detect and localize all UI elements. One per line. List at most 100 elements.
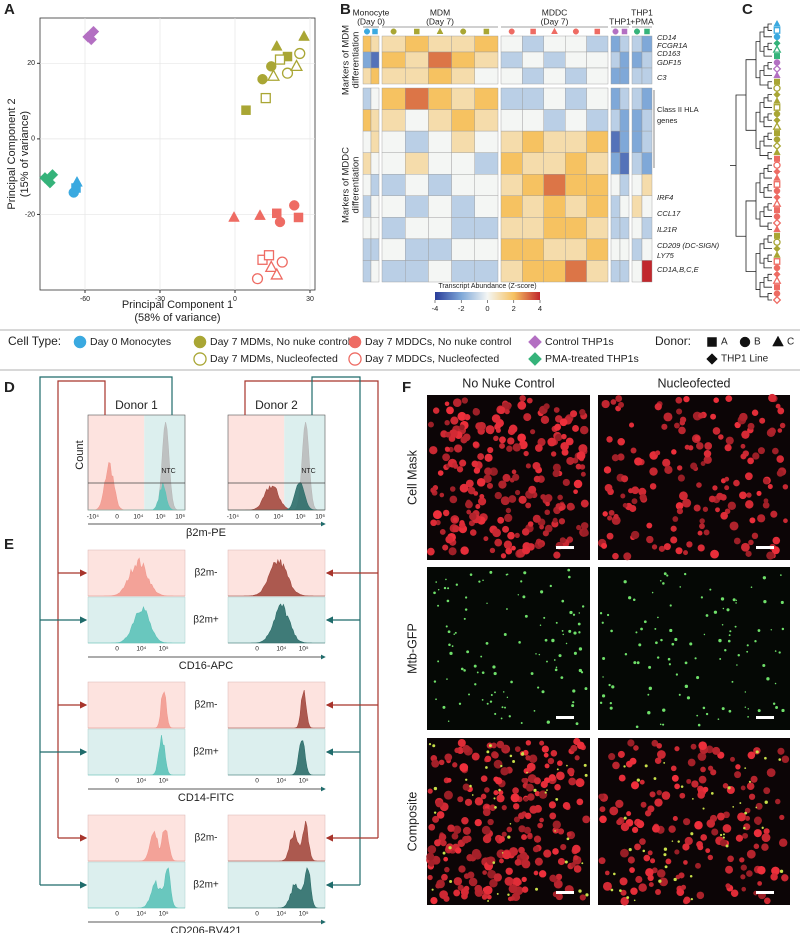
cell	[506, 445, 513, 452]
bacterium	[750, 586, 753, 589]
cell	[483, 536, 489, 542]
cell	[485, 425, 495, 435]
cell	[449, 429, 458, 438]
cell	[566, 831, 572, 837]
micrograph	[598, 567, 790, 730]
cell	[661, 423, 668, 430]
cell	[552, 820, 561, 829]
cell	[473, 467, 481, 474]
bacterium	[464, 596, 468, 599]
cell	[466, 509, 472, 515]
x-tick-label: 10⁵	[296, 514, 306, 521]
cell	[525, 740, 532, 746]
cell	[570, 744, 578, 752]
cell	[761, 833, 771, 843]
cell	[441, 873, 448, 881]
bacterium	[718, 638, 722, 643]
bacterium	[449, 651, 453, 656]
bacterium	[747, 715, 749, 718]
connector	[39, 376, 173, 885]
bacterium	[447, 720, 450, 723]
heatmap-cell	[631, 130, 643, 153]
leaf-marker	[772, 198, 782, 207]
cell	[560, 442, 569, 451]
heatmap-cell	[610, 195, 621, 218]
cell	[697, 844, 704, 851]
cell	[495, 427, 501, 433]
bacterium	[567, 568, 571, 572]
bacterium	[744, 691, 747, 693]
bacterium	[717, 718, 720, 720]
cell	[735, 764, 741, 770]
point	[260, 92, 271, 104]
cell	[503, 540, 513, 549]
bacterium	[690, 897, 694, 901]
heatmap-cell	[586, 152, 609, 175]
bacterium	[727, 786, 731, 790]
bacterium	[433, 591, 436, 595]
heatmap-cell	[565, 109, 587, 132]
heatmap-cell	[543, 260, 566, 283]
cell	[527, 793, 535, 801]
bacterium	[530, 672, 534, 675]
dendrogram-branch	[745, 200, 756, 272]
cell	[677, 474, 685, 482]
cell	[627, 739, 635, 747]
heatmap-cell	[428, 87, 452, 110]
cell	[575, 778, 585, 788]
cell	[676, 508, 684, 515]
cell	[729, 521, 739, 531]
cell	[445, 431, 451, 438]
bacterium	[512, 760, 516, 763]
x-tick-label: 10⁴	[136, 778, 146, 785]
cell	[568, 777, 577, 786]
bacterium	[448, 846, 452, 850]
bacterium	[609, 701, 613, 705]
cell	[487, 446, 494, 454]
heatmap-cell	[619, 174, 630, 196]
cell	[572, 425, 579, 432]
column-title: Nucleofected	[658, 376, 731, 390]
cell	[533, 475, 541, 483]
heatmap-cell	[586, 217, 609, 240]
cell	[601, 542, 608, 549]
cell	[435, 883, 441, 889]
cell	[475, 422, 484, 431]
heatmap-cell	[610, 51, 621, 69]
heatmap-cell	[522, 51, 545, 69]
cell	[643, 854, 651, 862]
cell	[750, 775, 758, 783]
cell	[455, 847, 462, 854]
column-marker	[621, 28, 628, 35]
cell	[538, 870, 547, 878]
cell	[620, 889, 627, 896]
bacterium	[445, 578, 447, 581]
cell	[462, 745, 471, 753]
x-tick-label: 10⁶	[315, 514, 325, 521]
legend-label: PMA-treated THP1s	[545, 353, 639, 365]
cell	[514, 489, 521, 496]
bacterium	[724, 649, 727, 652]
heatmap-cell	[362, 174, 372, 196]
bacterium	[647, 693, 650, 696]
bacterium	[764, 800, 768, 804]
heatmap-cell	[641, 67, 653, 85]
bacterium	[500, 764, 503, 768]
cell	[527, 521, 534, 527]
cell	[521, 778, 527, 783]
point	[85, 33, 98, 46]
cell	[504, 408, 510, 415]
bacterium	[482, 579, 484, 582]
gene-label: GDF15	[657, 58, 682, 67]
heatmap-cell	[619, 109, 630, 132]
cell	[664, 465, 673, 474]
cell	[745, 550, 752, 557]
cell	[682, 498, 692, 508]
cell	[554, 783, 561, 791]
bacterium	[757, 629, 761, 632]
bacterium	[628, 848, 632, 852]
cell	[696, 482, 702, 488]
bacterium	[601, 694, 606, 698]
bacterium	[509, 823, 512, 825]
